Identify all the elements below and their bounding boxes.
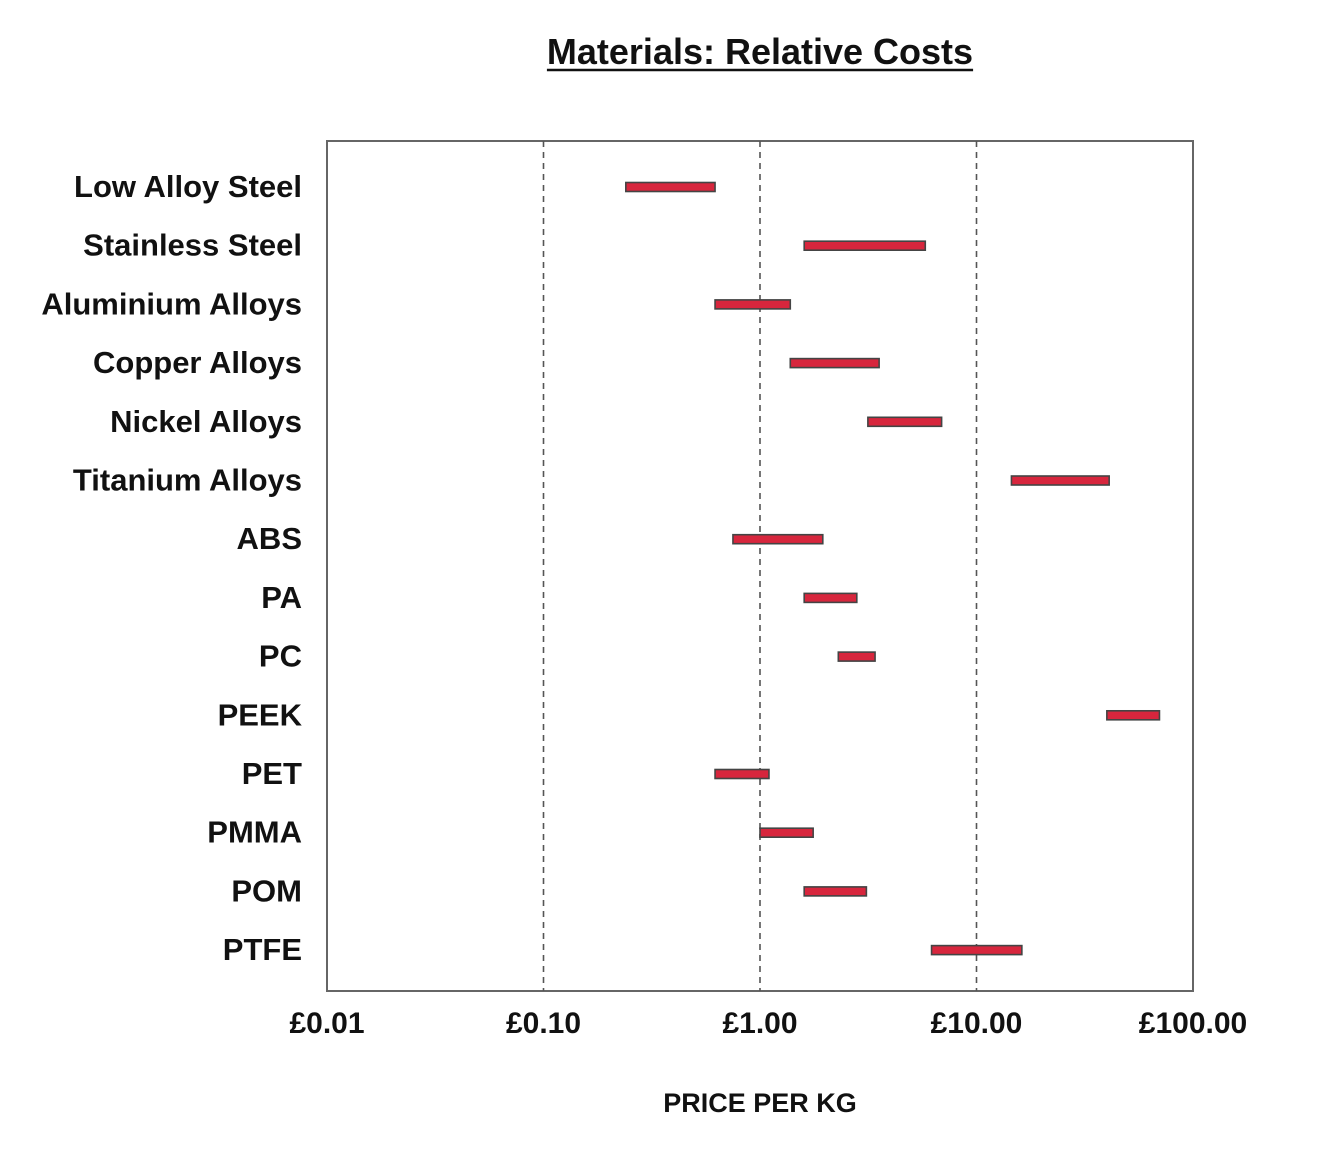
x-tick-label: £0.10 <box>506 1007 581 1040</box>
range-bar-pmma <box>759 827 814 839</box>
category-label-peek: PEEK <box>218 697 303 732</box>
plot-area-frame <box>326 140 1194 992</box>
x-tick-labels: £0.01 £0.10 £1.00 £10.00 £100.00 <box>289 1007 1247 1040</box>
category-label-pet: PET <box>242 756 302 791</box>
range-bar-ptfe <box>930 944 1023 956</box>
category-label-titanium-alloys: Titanium Alloys <box>73 463 302 498</box>
range-bar-titanium-alloys <box>1010 475 1110 486</box>
category-label-ptfe: PTFE <box>223 932 302 967</box>
x-axis-label: PRICE PER KG <box>663 1088 857 1118</box>
category-label-aluminium-alloys: Aluminium Alloys <box>41 286 302 321</box>
range-bar-copper-alloys <box>789 357 880 369</box>
range-bar-pa <box>803 592 858 604</box>
range-bars <box>625 181 1161 956</box>
category-label-stainless-steel: Stainless Steel <box>83 228 302 263</box>
category-labels: Low Alloy Steel Stainless Steel Aluminium … <box>41 169 302 967</box>
x-tick-label: £100.00 <box>1139 1007 1247 1040</box>
category-label-pc: PC <box>259 639 302 674</box>
category-label-nickel-alloys: Nickel Alloys <box>110 404 302 439</box>
category-label-pa: PA <box>261 580 302 615</box>
range-bar-pet <box>714 768 770 780</box>
x-tick-label: £10.00 <box>931 1007 1023 1040</box>
range-bar-aluminium-alloys <box>714 299 792 310</box>
x-tick-label: £0.01 <box>289 1007 364 1040</box>
range-bar-pc <box>837 651 876 662</box>
range-bar-nickel-alloys <box>867 416 943 428</box>
category-label-copper-alloys: Copper Alloys <box>93 345 302 380</box>
range-bar-low-alloy-steel <box>625 181 716 193</box>
range-bar-stainless-steel <box>803 240 927 251</box>
category-label-abs: ABS <box>237 521 302 556</box>
x-tick-label: £1.00 <box>722 1007 797 1040</box>
gridlines <box>542 141 978 991</box>
range-bar-pom <box>803 886 868 897</box>
chart-title: Materials: Relative Costs <box>547 31 973 72</box>
category-label-low-alloy-steel: Low Alloy Steel <box>74 169 302 204</box>
chart-title-group: Materials: Relative Costs <box>546 31 974 72</box>
range-bar-abs <box>732 533 824 545</box>
category-label-pom: POM <box>231 873 302 908</box>
range-bar-peek <box>1106 709 1161 721</box>
category-label-pmma: PMMA <box>207 815 302 850</box>
